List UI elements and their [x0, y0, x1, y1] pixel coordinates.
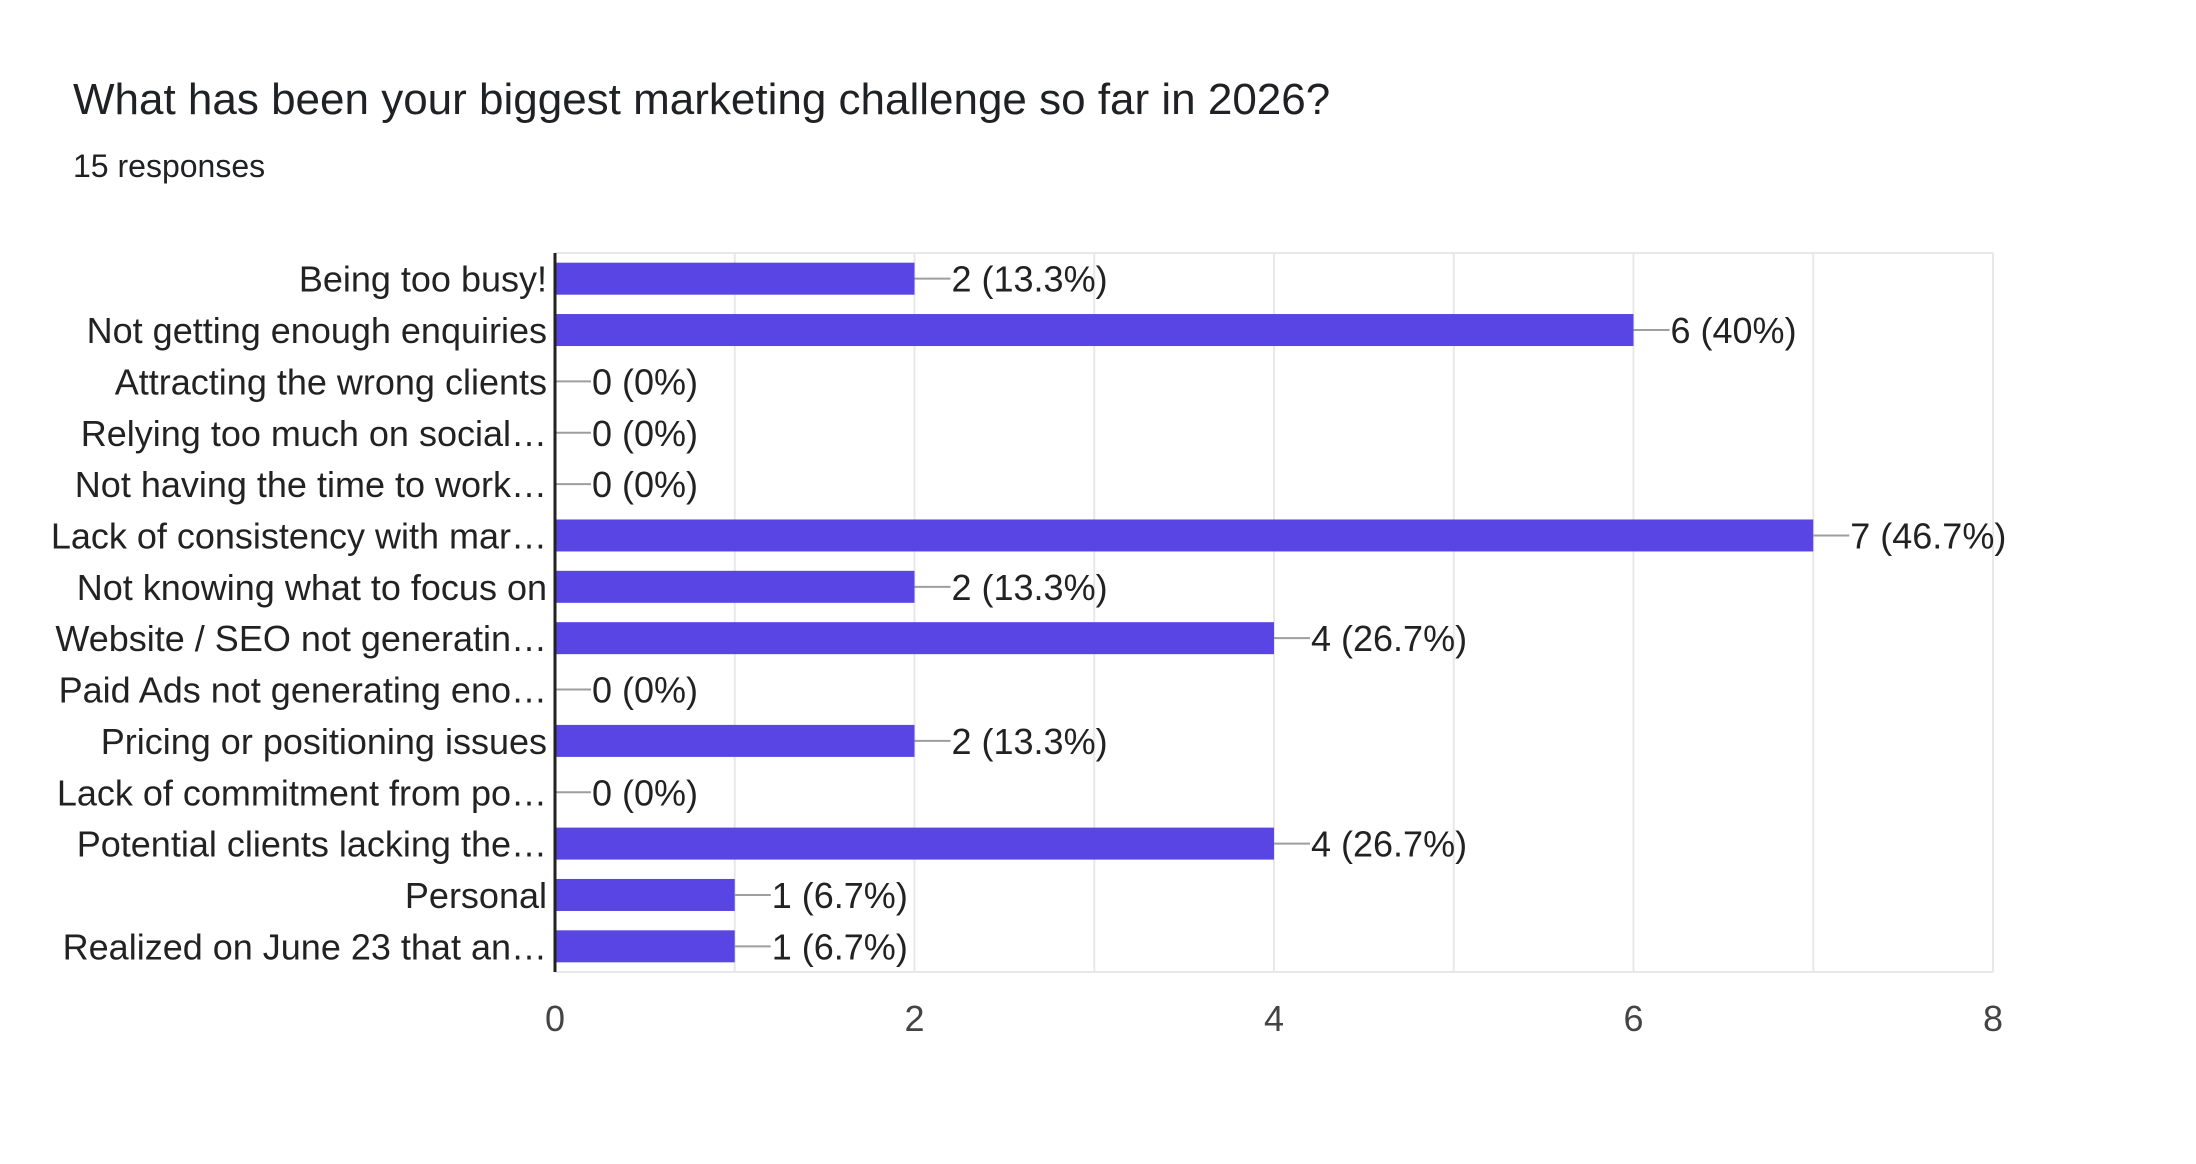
bar — [555, 262, 915, 295]
category-label: Being too busy! — [299, 259, 547, 300]
bar — [555, 827, 1274, 860]
data-label: 7 (46.7%) — [1850, 515, 2006, 556]
category-label: Not getting enough enquiries — [87, 310, 547, 351]
data-label: 0 (0%) — [592, 670, 698, 711]
category-label: Paid Ads not generating eno… — [59, 670, 547, 711]
data-label: 4 (26.7%) — [1311, 618, 1467, 659]
bar — [555, 519, 1814, 552]
data-label: 6 (40%) — [1671, 310, 1797, 351]
data-label: 4 (26.7%) — [1311, 824, 1467, 865]
x-tick-label: 2 — [904, 998, 924, 1039]
response-count: 15 responses — [73, 148, 266, 184]
bar — [555, 314, 1634, 347]
x-tick-label: 4 — [1264, 998, 1284, 1039]
category-label: Relying too much on social… — [81, 413, 547, 454]
data-label: 0 (0%) — [592, 464, 698, 505]
data-label: 0 (0%) — [592, 772, 698, 813]
category-label: Potential clients lacking the… — [77, 824, 547, 865]
data-label: 0 (0%) — [592, 413, 698, 454]
bar — [555, 724, 915, 757]
category-label: Realized on June 23 that an… — [63, 926, 547, 967]
category-label: Lack of commitment from po… — [57, 772, 547, 813]
bar — [555, 622, 1274, 655]
data-label: 2 (13.3%) — [952, 721, 1108, 762]
bar — [555, 570, 915, 603]
chart-title: What has been your biggest marketing cha… — [73, 75, 1331, 124]
data-label: 2 (13.3%) — [952, 567, 1108, 608]
category-label: Attracting the wrong clients — [115, 361, 547, 402]
x-tick-label: 0 — [545, 998, 565, 1039]
data-label: 1 (6.7%) — [772, 926, 908, 967]
bar — [555, 878, 735, 911]
data-label: 1 (6.7%) — [772, 875, 908, 916]
x-tick-label: 8 — [1983, 998, 2003, 1039]
data-label: 2 (13.3%) — [952, 259, 1108, 300]
bar — [555, 930, 735, 963]
category-label: Not knowing what to focus on — [77, 567, 547, 608]
category-label: Lack of consistency with mar… — [51, 515, 547, 556]
x-tick-label: 6 — [1623, 998, 1643, 1039]
category-label: Not having the time to work… — [75, 464, 547, 505]
category-label: Pricing or positioning issues — [101, 721, 547, 762]
category-label: Website / SEO not generatin… — [55, 618, 547, 659]
category-label: Personal — [405, 875, 547, 916]
data-label: 0 (0%) — [592, 361, 698, 402]
